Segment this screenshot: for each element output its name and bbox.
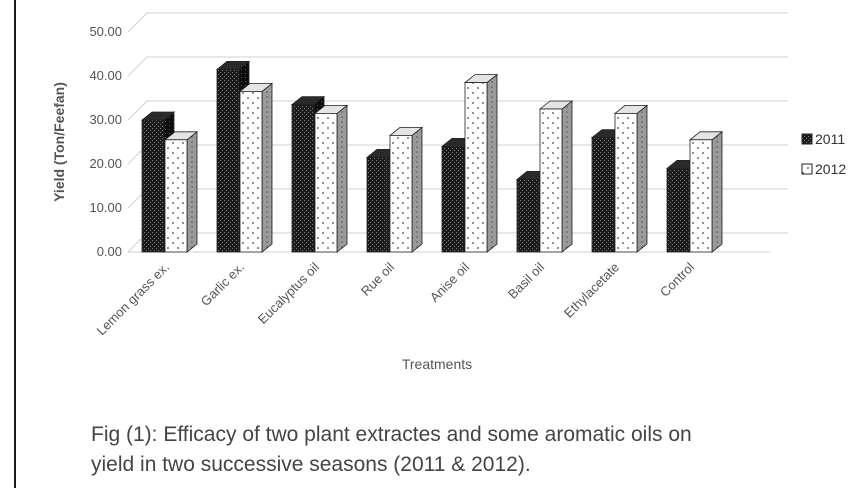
caption-line-2: yield in two successive seasons (2011 & … [91, 453, 531, 476]
legend-label-2012: 2012 [815, 161, 846, 177]
legend-swatch-2011 [801, 133, 813, 145]
bar-front-face [614, 113, 638, 253]
gridline-diag [127, 12, 148, 33]
y-tick-label: 30.00 [89, 112, 122, 127]
caption-line-1: Fig (1): Efficacy of two plant extractes… [91, 423, 692, 446]
x-category-label: Control [657, 259, 697, 299]
x-category-label: Rue oil [358, 259, 397, 298]
gridline-diag [127, 56, 148, 77]
x-category-label: Eucalyptus oil [255, 259, 322, 326]
bar-front-face [314, 113, 338, 253]
x-category-label: Lemon grass ex. [94, 260, 173, 339]
y-tick-label: 50.00 [89, 24, 122, 39]
bar-side-face [261, 82, 273, 253]
bar-front-face [389, 134, 413, 253]
bar-front-face [516, 178, 540, 253]
legend-swatch-2012 [801, 163, 813, 175]
bar-front-face [164, 139, 188, 253]
bar-front-face [239, 91, 263, 253]
bar-2012-5 [538, 100, 574, 253]
bar-side-face [486, 73, 498, 253]
figure-caption: Fig (1): Efficacy of two plant extractes… [91, 420, 831, 480]
bar-side-face [411, 126, 423, 253]
x-category-label: Ethylacetate [561, 260, 622, 321]
yield-bar-chart: 0.00 10.00 20.00 30.00 40.00 50.00 Yield (Ton/… [51, 12, 846, 372]
bar-2012-2 [313, 104, 349, 253]
x-category-label: Garlic ex. [198, 260, 247, 309]
y-tick-label: 0.00 [97, 244, 122, 259]
bar-2012-7 [688, 130, 724, 253]
bar-front-face [141, 119, 165, 253]
bar-front-face [216, 69, 240, 253]
bar-front-face [539, 108, 563, 253]
bar-front-face [689, 139, 713, 253]
bar-side-face [186, 130, 198, 253]
bar-front-face [366, 156, 390, 253]
bar-front-face [291, 104, 315, 253]
left-margin-rule [14, 0, 16, 488]
bar-2012-0 [163, 130, 199, 253]
bar-side-face [636, 104, 648, 253]
bar-2012-3 [388, 126, 424, 253]
bar-front-face [464, 82, 488, 253]
y-tick-label: 10.00 [89, 200, 122, 215]
bar-side-face [711, 130, 723, 253]
bar-front-face [666, 167, 690, 253]
bar-front-face [441, 145, 465, 253]
y-tick-label: 40.00 [89, 68, 122, 83]
bar-2012-4 [463, 73, 499, 253]
x-category-label: Basil oil [505, 259, 547, 301]
x-axis-label: Treatments [402, 356, 472, 372]
bar-side-face [336, 104, 348, 253]
x-category-label: Anise oil [427, 259, 472, 304]
gridline-diag [127, 100, 148, 121]
bar-side-face [561, 100, 573, 253]
bar-2012-1 [238, 82, 274, 253]
y-axis-label: Yield (Ton/Feefan) [51, 82, 67, 202]
y-tick-label: 20.00 [89, 156, 122, 171]
legend-label-2011: 2011 [815, 131, 845, 147]
bar-front-face [591, 137, 615, 253]
bar-2012-6 [613, 104, 649, 253]
